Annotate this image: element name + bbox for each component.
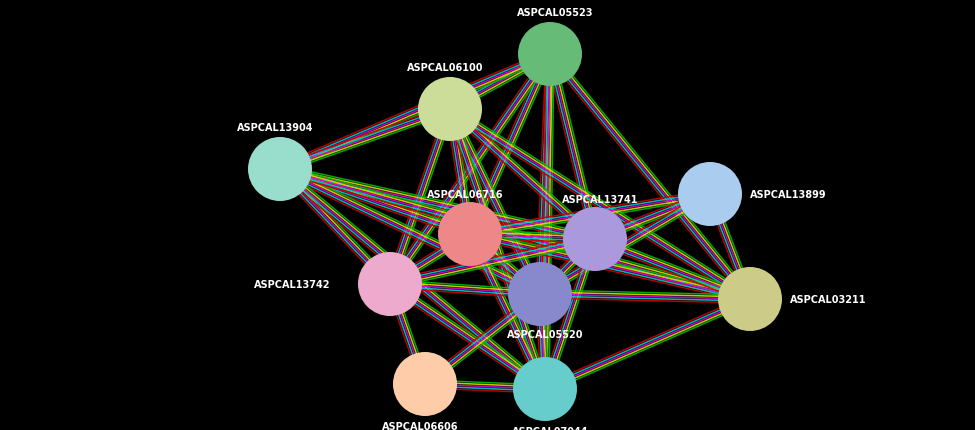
- Text: ASPCAL05523: ASPCAL05523: [517, 8, 593, 18]
- Text: ASPCAL13904: ASPCAL13904: [237, 123, 313, 133]
- Text: ASPCAL06716: ASPCAL06716: [427, 190, 503, 200]
- Circle shape: [678, 163, 742, 227]
- Text: ASPCAL07044: ASPCAL07044: [512, 426, 588, 430]
- Circle shape: [248, 138, 312, 202]
- Circle shape: [438, 203, 502, 266]
- Text: ASPCAL13741: ASPCAL13741: [562, 194, 639, 205]
- Circle shape: [563, 208, 627, 271]
- Circle shape: [508, 262, 572, 326]
- Circle shape: [358, 252, 422, 316]
- Text: ASPCAL03211: ASPCAL03211: [790, 294, 867, 304]
- Circle shape: [518, 23, 582, 87]
- Circle shape: [418, 78, 482, 141]
- Text: ASPCAL05520: ASPCAL05520: [507, 329, 583, 339]
- Circle shape: [393, 352, 457, 416]
- Text: ASPCAL06100: ASPCAL06100: [407, 63, 484, 73]
- Circle shape: [513, 357, 577, 421]
- Text: ASPCAL06606: ASPCAL06606: [382, 421, 458, 430]
- Text: ASPCAL13742: ASPCAL13742: [254, 280, 330, 289]
- Text: ASPCAL13899: ASPCAL13899: [750, 190, 827, 200]
- Circle shape: [718, 267, 782, 331]
